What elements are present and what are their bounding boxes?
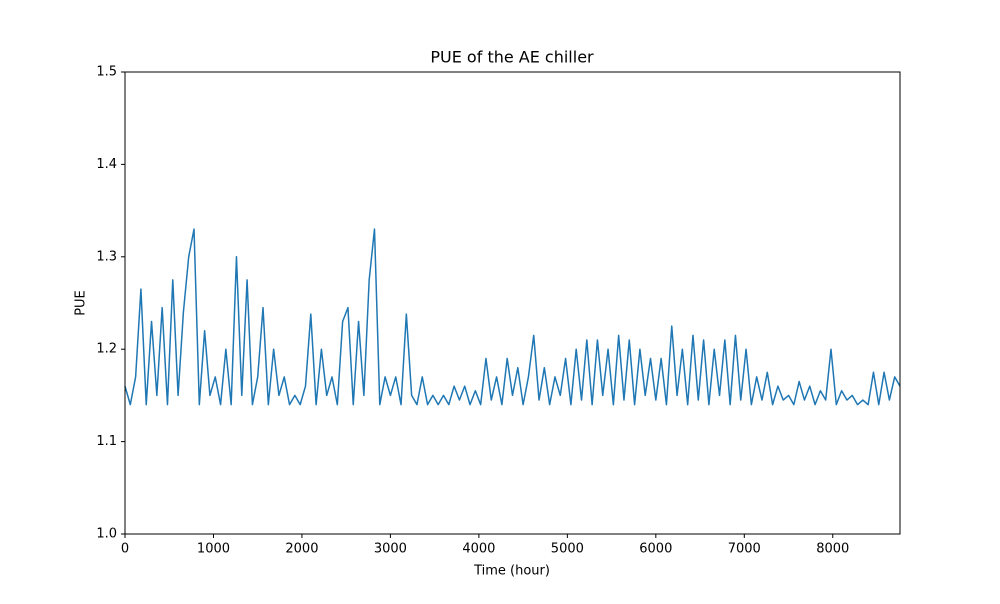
y-axis-label: PUE xyxy=(74,290,89,316)
x-axis-label: Time (hour) xyxy=(473,564,550,579)
x-tick-label: 1000 xyxy=(197,542,230,557)
x-tick-label: 8000 xyxy=(816,542,849,557)
x-tick-label: 4000 xyxy=(462,542,495,557)
y-tick-label: 1.4 xyxy=(96,157,117,172)
y-tick-label: 1.1 xyxy=(96,434,117,449)
plot-frame xyxy=(124,71,901,535)
data-line xyxy=(124,228,901,406)
x-tick-label: 3000 xyxy=(374,542,407,557)
chart-title: PUE of the AE chiller xyxy=(430,48,594,67)
y-tick-label: 1.2 xyxy=(96,342,117,357)
y-tick-label: 1.5 xyxy=(96,65,117,80)
x-tick-label: 6000 xyxy=(639,542,672,557)
y-tick-label: 1.0 xyxy=(96,527,117,542)
x-tick-label: 7000 xyxy=(728,542,761,557)
x-tick-label: 2000 xyxy=(285,542,318,557)
x-tick-label: 0 xyxy=(121,542,129,557)
x-tick-label: 5000 xyxy=(551,542,584,557)
y-tick-label: 1.3 xyxy=(96,249,117,264)
